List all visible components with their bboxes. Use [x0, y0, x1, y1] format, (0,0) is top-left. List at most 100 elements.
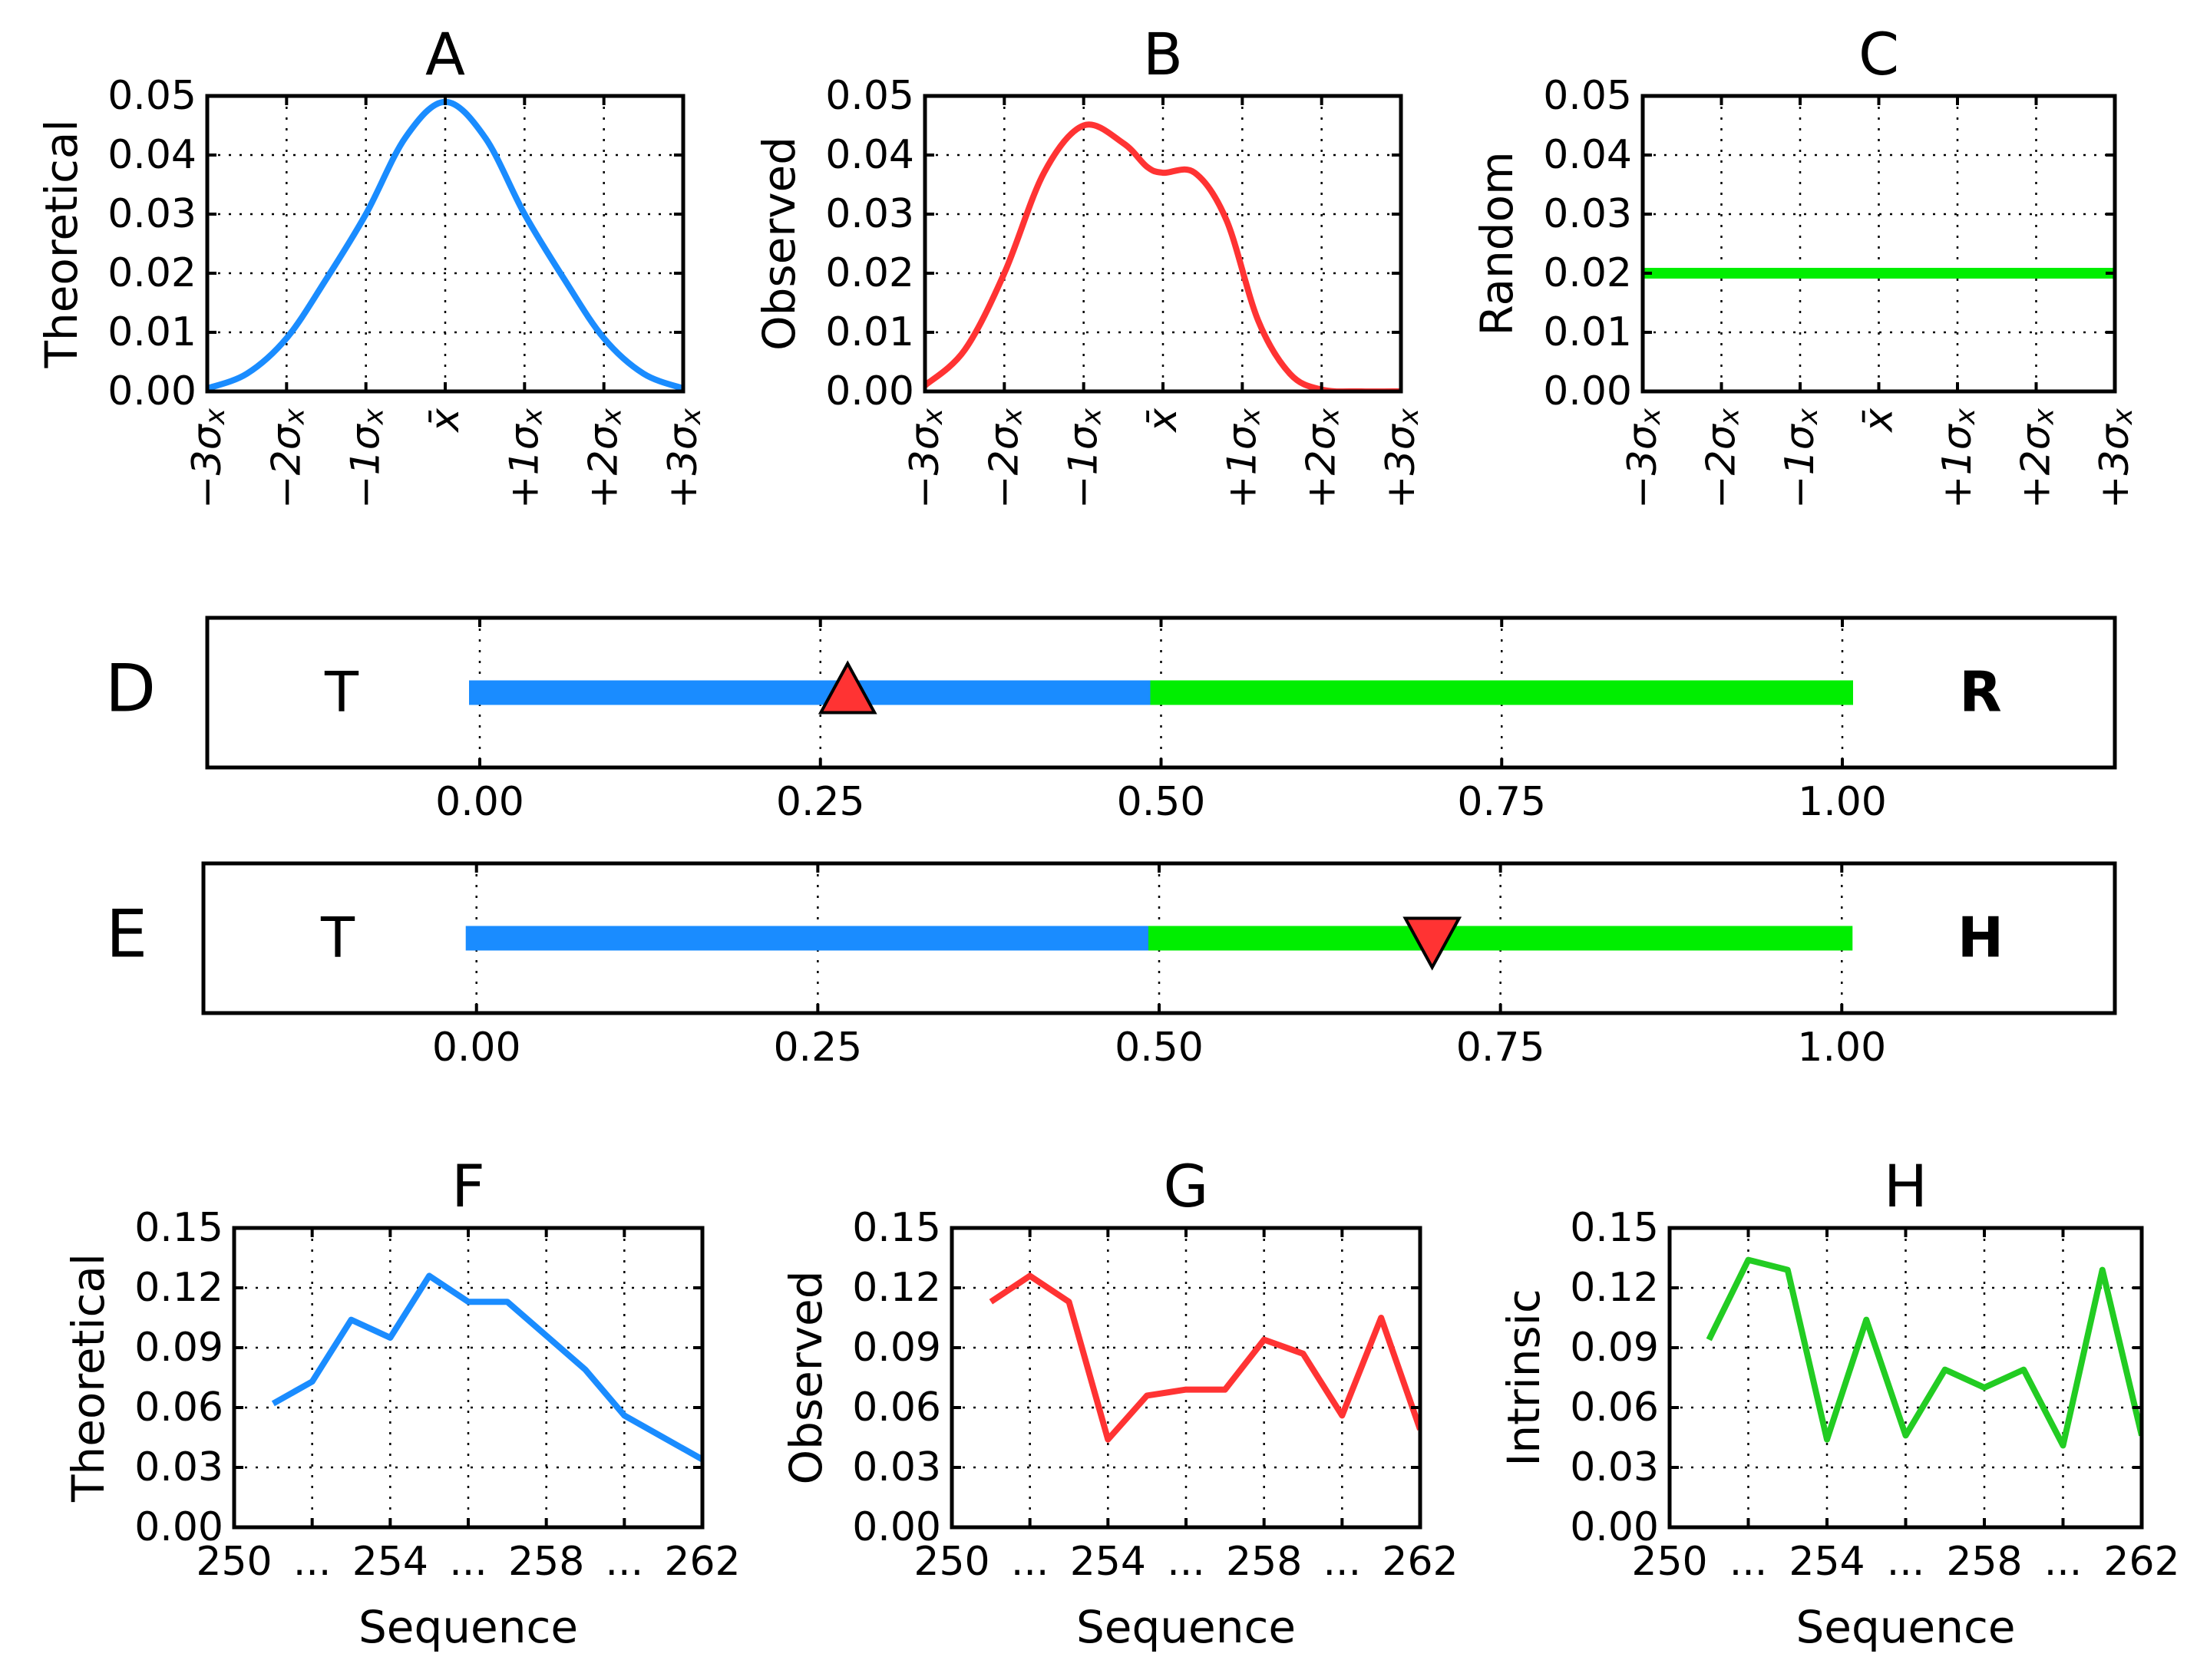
xtick-label: ...: [1323, 1539, 1362, 1585]
ytick-label: 0.03: [852, 1444, 941, 1490]
panel-d: 0.00 0.25 0.50 0.75 1.00 T R D: [105, 616, 2117, 825]
ylabel-group: Random: [1471, 151, 1523, 335]
series-line-b: [925, 121, 1401, 391]
left-label: T: [324, 660, 359, 724]
ytick-label: 0.01: [1543, 309, 1632, 355]
ytick-label: 0.04: [107, 132, 197, 178]
xtick-label: −1σx: [343, 408, 390, 509]
panel-a: 0.00 0.01 0.02 0.03 0.04 0.05 −3σx −2σx −1σx x̄ +1…: [35, 20, 707, 509]
right-label: R: [1959, 660, 2001, 724]
ytick-label: 0.05: [825, 73, 914, 119]
ytick-label: 0.05: [107, 73, 197, 119]
xtick-label-text: +2σx: [1299, 408, 1346, 509]
xtick-label-text: −1σx: [1061, 408, 1108, 509]
panel-g: 0.00 0.03 0.06 0.09 0.12 0.15 250... 254... 258.…: [780, 1152, 1459, 1653]
xtick-label: 0.25: [776, 779, 865, 825]
ytick-label: 0.03: [1543, 191, 1632, 237]
ylabel: Observed: [780, 1270, 832, 1484]
ylabel-group: Theoretical: [62, 1253, 114, 1503]
xtick-label: 250: [913, 1539, 989, 1585]
xtick-label: 0.75: [1457, 779, 1546, 825]
panel-h: 0.00 0.03 0.06 0.09 0.12 0.15 250... 254... 258.…: [1498, 1152, 2180, 1653]
ylabel: Theoretical: [62, 1253, 114, 1503]
chart-title: B: [1143, 20, 1183, 88]
position-marker: [1402, 916, 1462, 971]
xtick-label-text: −1σx: [1777, 408, 1824, 509]
ytick-label: 0.03: [134, 1444, 223, 1490]
ylabel: Intrinsic: [1498, 1289, 1550, 1467]
xtick-label-text: +3σx: [660, 408, 707, 509]
xtick-label: 1.00: [1797, 1025, 1886, 1071]
xtick-label-text: x̄: [1856, 408, 1902, 434]
xtick-label: 250: [196, 1539, 272, 1585]
xtick-label: 0.25: [773, 1025, 862, 1071]
ytick-label: 0.12: [1570, 1265, 1659, 1311]
ytick-label: 0.04: [825, 132, 914, 178]
xtick-label-text: −3σx: [1620, 408, 1667, 509]
right-label: H: [1957, 906, 2004, 970]
ytick-label: 0.12: [852, 1265, 941, 1311]
xtick-label-text: +1σx: [501, 408, 548, 509]
ytick-label: 0.15: [1570, 1205, 1659, 1251]
series-line-h: [1706, 1256, 2142, 1449]
xtick-label: +3σx: [1378, 408, 1425, 509]
ylabel: Observed: [753, 137, 805, 351]
xtick-label-text: +3σx: [1378, 408, 1425, 509]
xtick-label-text: −3σx: [184, 408, 231, 509]
xtick-label-text: +1σx: [1934, 408, 1981, 509]
xtick-label: ...: [1729, 1539, 1768, 1585]
xtick-label: 262: [1382, 1539, 1458, 1585]
ytick-label: 0.03: [825, 191, 914, 237]
ytick-label: 0.02: [107, 250, 197, 296]
xtick-label: −3σx: [1620, 408, 1667, 509]
xtick-label: +2σx: [581, 408, 628, 509]
xtick-label: 258: [508, 1539, 584, 1585]
series-line-f: [271, 1272, 702, 1463]
xtick-label: +2σx: [2014, 408, 2060, 509]
xtick-label: ...: [449, 1539, 487, 1585]
xtick-label: 254: [1789, 1539, 1865, 1585]
xtick-label: 1.00: [1798, 779, 1887, 825]
xtick-label: −1σx: [1777, 408, 1824, 509]
panel-c: 0.00 0.01 0.02 0.03 0.04 0.05 −3σx −2σx −1σx x̄ +1…: [1471, 20, 2139, 509]
xtick-label: 0.75: [1456, 1025, 1545, 1071]
xtick-label: 254: [1070, 1539, 1146, 1585]
panel-f: 0.00 0.03 0.06 0.09 0.12 0.15 250... 254... 258.…: [62, 1152, 741, 1653]
xtick-label: 258: [1946, 1539, 2022, 1585]
ytick-label: 0.00: [1543, 368, 1632, 414]
chart-title: C: [1858, 20, 1899, 88]
panel-letter: D: [105, 651, 156, 728]
xtick-label-text: +3σx: [2092, 408, 2139, 509]
xtick-label: +1σx: [1219, 408, 1266, 509]
xtick-label-text: −3σx: [902, 408, 949, 509]
xtick-label: −2σx: [1699, 408, 1746, 509]
xtick-label: x̄: [1140, 408, 1186, 434]
xtick-label: +2σx: [1299, 408, 1346, 509]
xtick-label-text: +2σx: [581, 408, 628, 509]
xtick-label: 250: [1631, 1539, 1707, 1585]
xtick-label: ...: [606, 1539, 644, 1585]
xtick-label-text: −2σx: [1699, 408, 1746, 509]
ylabel: Random: [1471, 151, 1523, 335]
ytick-label: 0.02: [825, 250, 914, 296]
xtick-label: +1σx: [1934, 408, 1981, 509]
ytick-label: 0.00: [1570, 1504, 1659, 1550]
xtick-label-text: x̄: [422, 408, 468, 434]
panel-e: 0.00 0.25 0.50 0.75 1.00 T H E: [106, 861, 2117, 1071]
series-line-a: [207, 98, 683, 391]
ytick-label: 0.06: [852, 1385, 941, 1431]
xtick-label: 258: [1226, 1539, 1302, 1585]
xtick-label: ...: [1167, 1539, 1205, 1585]
xtick-label: −3σx: [184, 408, 231, 509]
ylabel-group: Intrinsic: [1498, 1289, 1550, 1467]
xtick-label-text: −1σx: [343, 408, 390, 509]
ytick-label: 0.09: [852, 1325, 941, 1371]
xtick-label: 0.00: [432, 1025, 521, 1071]
xtick-label: 262: [2103, 1539, 2179, 1585]
xtick-label: −1σx: [1061, 408, 1108, 509]
ytick-label: 0.09: [134, 1325, 223, 1371]
ytick-label: 0.06: [1570, 1385, 1659, 1431]
ytick-label: 0.00: [852, 1504, 941, 1550]
ylabel: Theoretical: [35, 119, 88, 368]
ytick-label: 0.00: [134, 1504, 223, 1550]
